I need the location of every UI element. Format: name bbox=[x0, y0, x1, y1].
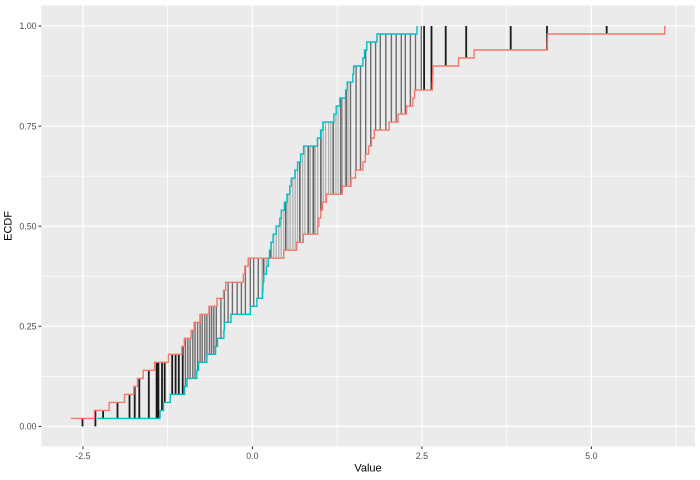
svg-text:-2.5: -2.5 bbox=[75, 451, 90, 461]
svg-text:0.00: 0.00 bbox=[19, 422, 36, 432]
svg-text:0.75: 0.75 bbox=[19, 121, 36, 131]
svg-text:1.00: 1.00 bbox=[19, 21, 36, 31]
svg-text:5.0: 5.0 bbox=[585, 451, 597, 461]
svg-text:Value: Value bbox=[354, 463, 381, 475]
svg-text:0.25: 0.25 bbox=[19, 322, 36, 332]
svg-text:0.50: 0.50 bbox=[19, 221, 36, 231]
svg-text:ECDF: ECDF bbox=[3, 211, 15, 241]
svg-text:0.0: 0.0 bbox=[246, 451, 258, 461]
svg-text:2.5: 2.5 bbox=[416, 451, 428, 461]
